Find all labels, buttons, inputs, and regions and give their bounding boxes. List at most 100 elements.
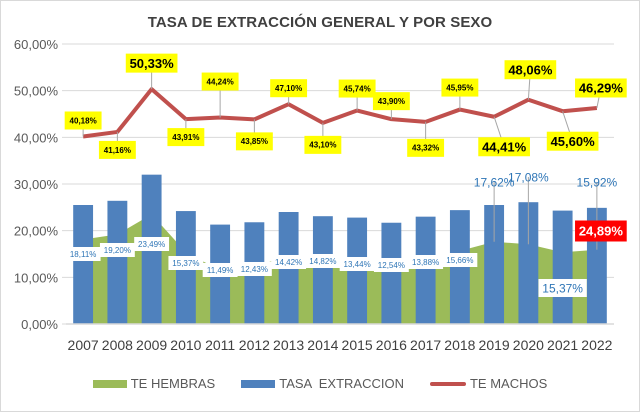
x-tick-label: 2007 [68,337,99,353]
y-tick-label: 40,00% [14,130,59,145]
data-label-te-hembras: 23,49% [138,240,165,249]
data-label-te-hembras-bg [305,254,341,268]
data-label-te-hembras-bg [339,257,375,271]
bar-tasa-extraccion [552,210,573,324]
data-label-te-machos: 44,41% [482,139,527,154]
bar-tasa-extraccion [381,222,402,324]
x-tick-label: 2016 [376,337,407,353]
data-label-te-hembras-bg [168,256,204,270]
data-label-te-machos: 45,74% [344,84,371,93]
data-label-te-machos: 43,85% [241,137,268,146]
data-label-te-hembras: 15,66% [446,256,473,265]
data-label-te-hembras: 15,92% [577,175,618,189]
legend-item-te-machos[interactable]: TE MACHOS [429,376,548,391]
x-tick-label: 2013 [273,337,304,353]
data-label-te-machos-bg [98,140,136,159]
data-label-te-hembras: 13,88% [412,258,439,267]
x-tick-label: 2011 [205,337,235,353]
bar-tasa-extraccion [415,216,436,324]
data-label-te-machos-bg [64,111,102,130]
x-tick-label: 2014 [307,337,338,353]
x-tick-label: 2009 [136,337,167,353]
data-label-tasa-extraccion: 24,89% [579,224,624,239]
data-label-te-machos-bg [125,53,178,73]
x-tick-label: 2020 [513,337,544,353]
data-label-te-machos-bg [441,78,479,97]
data-label-te-machos-bg [201,72,239,91]
data-label-te-machos: 45,95% [446,83,473,92]
x-tick-label: 2018 [444,337,475,353]
data-label-te-hembras: 19,20% [104,246,131,255]
legend-label-te-machos: TE MACHOS [469,376,548,391]
data-label-te-hembras-bg [134,237,170,251]
data-label-te-hembras-bg [373,258,409,272]
data-label-te-machos: 46,29% [579,81,624,96]
data-label-te-hembras: 11,49% [207,266,234,275]
data-label-te-machos: 48,06% [508,62,553,77]
data-label-te-machos-bg [407,138,445,157]
bar-tasa-extraccion [107,200,128,324]
data-label-tasa-extraccion-bg [575,220,627,242]
data-label-te-machos-bg [372,92,410,111]
x-tick-label: 2010 [170,337,201,353]
data-label-te-hembras: 15,37% [542,281,583,295]
data-label-te-hembras: 12,43% [241,265,268,274]
data-label-te-machos-bg [546,131,599,151]
y-tick-label: 20,00% [14,224,59,239]
bar-tasa-extraccion [312,216,333,324]
data-label-te-hembras-bg [202,263,238,277]
legend-item-tasa-extraccion[interactable]: TASA EXTRACCION [241,376,404,391]
bar-tasa-extraccion [449,210,470,324]
data-label-te-machos-bg [504,60,557,80]
x-tick-label: 2019 [479,337,510,353]
data-label-te-hembras-bg [65,247,101,261]
data-label-te-machos: 44,24% [207,77,234,86]
data-label-te-hembras: 13,44% [344,260,371,269]
data-label-te-hembras-bg [538,279,587,297]
y-tick-label: 50,00% [14,84,59,99]
x-tick-label: 2017 [410,337,441,353]
legend-item-te-hembras[interactable]: TE HEMBRAS [92,376,216,391]
data-label-te-machos: 43,91% [172,133,199,142]
data-label-te-machos: 45,60% [551,134,596,149]
y-tick-label: 60,00% [14,37,59,52]
legend: TE HEMBRAS TASA EXTRACCION TE MACHOS [0,376,640,391]
legend-swatch-te-machos [429,381,466,386]
data-label-te-machos: 43,32% [412,144,439,153]
data-label-te-machos-bg [478,137,530,157]
bar-tasa-extraccion [73,205,94,324]
legend-label-tasa-extraccion: TASA EXTRACCION [279,376,404,391]
bar-tasa-extraccion [518,202,539,324]
data-label-te-hembras: 14,82% [309,257,336,266]
y-tick-label: 10,00% [14,270,59,285]
x-tick-label: 2022 [581,337,612,353]
data-label-te-machos-bg [270,79,308,98]
data-label-te-hembras: 12,54% [378,261,405,270]
data-label-te-hembras-bg [271,255,307,269]
data-label-te-hembras-bg [442,253,478,267]
x-tick-label: 2012 [239,337,270,353]
data-label-te-machos: 47,10% [275,84,302,93]
data-label-te-hembras-bg [236,262,272,276]
data-label-te-machos-bg [575,78,627,98]
y-tick-label: 0,00% [21,317,58,332]
line-te-machos [82,87,598,139]
bar-tasa-extraccion [484,205,505,324]
x-tick-label: 2015 [342,337,373,353]
data-label-te-hembras: 15,37% [172,259,199,268]
legend-swatch-tasa-extraccion [241,379,276,388]
data-label-te-machos: 50,33% [130,56,175,71]
data-label-te-machos: 43,10% [309,141,336,150]
data-label-te-hembras-bg [99,243,135,257]
x-tick-label: 2008 [102,337,133,353]
data-label-te-machos-bg [235,132,273,151]
legend-label-te-hembras: TE HEMBRAS [130,376,216,391]
data-label-te-machos-bg [167,128,205,147]
data-label-te-machos-bg [338,79,376,98]
chart-title: TASA DE EXTRACCIÓN GENERAL Y POR SEXO [147,14,493,31]
data-label-te-hembras-bg [408,255,444,269]
data-label-te-hembras: 14,42% [275,258,302,267]
data-label-te-machos-bg [304,135,342,154]
legend-swatch-te-hembras [92,379,127,388]
